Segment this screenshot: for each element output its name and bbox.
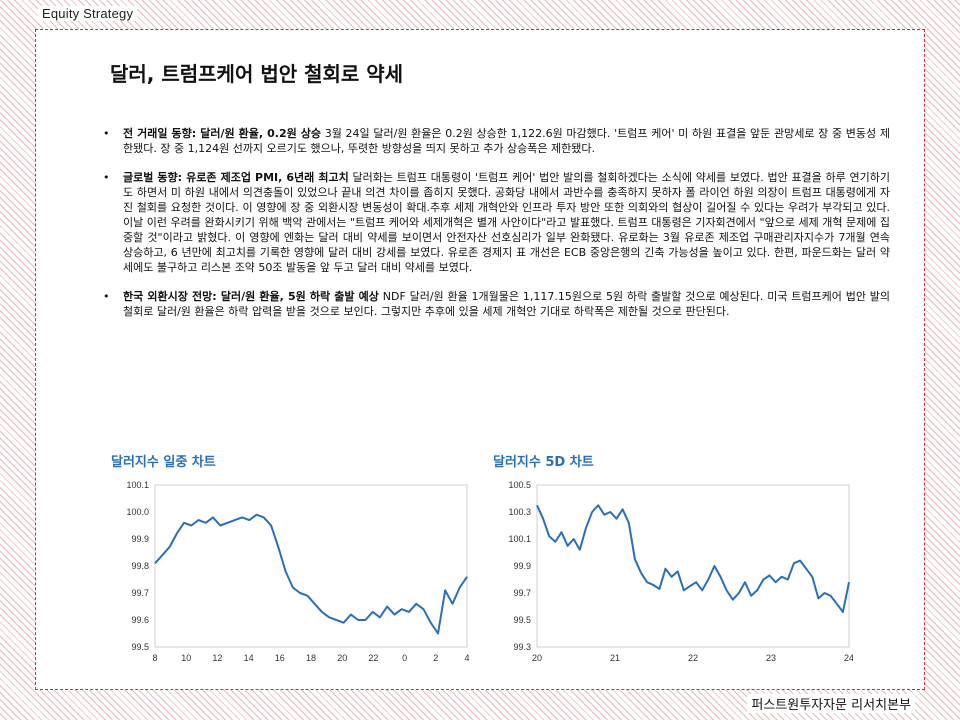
section-label: Equity Strategy — [38, 6, 138, 21]
y-tick-label: 99.7 — [131, 588, 149, 598]
footer-source: 퍼스트원투자자문 리서치본부 — [747, 694, 915, 713]
y-tick-label: 100.0 — [126, 507, 149, 517]
series-line — [536, 504, 850, 613]
x-tick-label: 0 — [402, 653, 407, 663]
bullet-list: • 전 거래일 동향: 달러/원 환율, 0.2원 상승 3월 24일 달러/원… — [96, 126, 890, 333]
x-tick-label: 4 — [464, 653, 469, 663]
plot-area — [154, 484, 468, 648]
y-tick-label: 100.1 — [508, 534, 531, 544]
y-tick-label: 100.5 — [508, 480, 531, 490]
y-tick-label: 99.7 — [513, 588, 531, 598]
chart-plot: 100.5 100.3 100.1 99.9 99.7 99.5 99.320 21 22 23 2… — [508, 480, 853, 663]
x-tick-label: 10 — [181, 653, 191, 663]
x-tick-label: 21 — [610, 653, 620, 663]
list-item: • 한국 외환시장 전망: 달러/원 환율, 5원 하락 출발 예상 NDF 달… — [96, 289, 890, 319]
bullet-lead: 한국 외환시장 전망: 달러/원 환율, 5원 하락 출발 예상 — [123, 290, 379, 303]
y-tick-label: 99.9 — [513, 561, 531, 571]
x-tick-label: 2 — [433, 653, 438, 663]
x-tick-label: 23 — [766, 653, 776, 663]
y-tick-label: 99.5 — [131, 642, 149, 652]
y-tick-label: 99.9 — [131, 534, 149, 544]
list-item: • 글로벌 동향: 유로존 제조업 PMI, 6년래 최고치 달러화는 트럼프 … — [96, 170, 890, 275]
page-title: 달러, 트럼프케어 법안 철회로 약세 — [110, 62, 404, 86]
x-tick-label: 16 — [275, 653, 285, 663]
y-tick-label: 99.8 — [131, 561, 149, 571]
chart-title: 달러지수 5D 차트 — [493, 455, 594, 470]
bullet-lead: 전 거래일 동향: 달러/원 환율, 0.2원 상승 — [123, 127, 322, 140]
y-tick-label: 99.5 — [513, 615, 531, 625]
bullet-body: 달러화는 트럼프 대통령이 '트럼프 케어' 법안 발의를 철회하겠다는 소식에… — [123, 171, 891, 274]
bullet-dot: • — [103, 290, 110, 303]
y-tick-label: 100.3 — [508, 507, 531, 517]
x-tick-label: 12 — [212, 653, 222, 663]
x-tick-label: 22 — [368, 653, 378, 663]
bullet-dot: • — [103, 127, 110, 140]
bullet-dot: • — [103, 171, 110, 184]
x-tick-label: 20 — [532, 653, 542, 663]
x-tick-label: 24 — [844, 653, 853, 663]
five-day-chart: 달러지수 5D 차트 100.5 100.3 100.1 99.9 99.7 99.5 99… — [493, 451, 853, 671]
series-line — [154, 513, 468, 635]
x-tick-label: 18 — [306, 653, 316, 663]
plot-area — [536, 484, 850, 648]
list-item: • 전 거래일 동향: 달러/원 환율, 0.2원 상승 3월 24일 달러/원… — [96, 126, 890, 156]
bullet-body: NDF 달러/원 환율 1개월물은 1,117.15원으로 5원 하락 출발할 … — [123, 290, 890, 318]
x-tick-label: 14 — [244, 653, 254, 663]
x-tick-label: 20 — [337, 653, 347, 663]
y-tick-label: 100.1 — [126, 480, 149, 490]
intraday-chart: 달러지수 일중 차트 100.1 100.0 99.9 99.8 99.7 99.6 99.… — [111, 451, 471, 671]
bullet-lead: 글로벌 동향: 유로존 제조업 PMI, 6년래 최고치 — [123, 171, 349, 184]
x-tick-label: 8 — [152, 653, 157, 663]
x-tick-label: 22 — [688, 653, 698, 663]
chart-title: 달러지수 일중 차트 — [111, 455, 216, 470]
y-tick-label: 99.3 — [513, 642, 531, 652]
chart-plot: 100.1 100.0 99.9 99.8 99.7 99.6 99.58 10 12 14 16 1… — [126, 480, 469, 663]
y-tick-label: 99.6 — [131, 615, 149, 625]
content-panel: 달러, 트럼프케어 법안 철회로 약세 • 전 거래일 동향: 달러/원 환율,… — [35, 29, 925, 690]
bullet-body: 3월 24일 달러/원 환율은 0.2원 상승한 1,122.6원 마감했다. … — [123, 127, 890, 155]
